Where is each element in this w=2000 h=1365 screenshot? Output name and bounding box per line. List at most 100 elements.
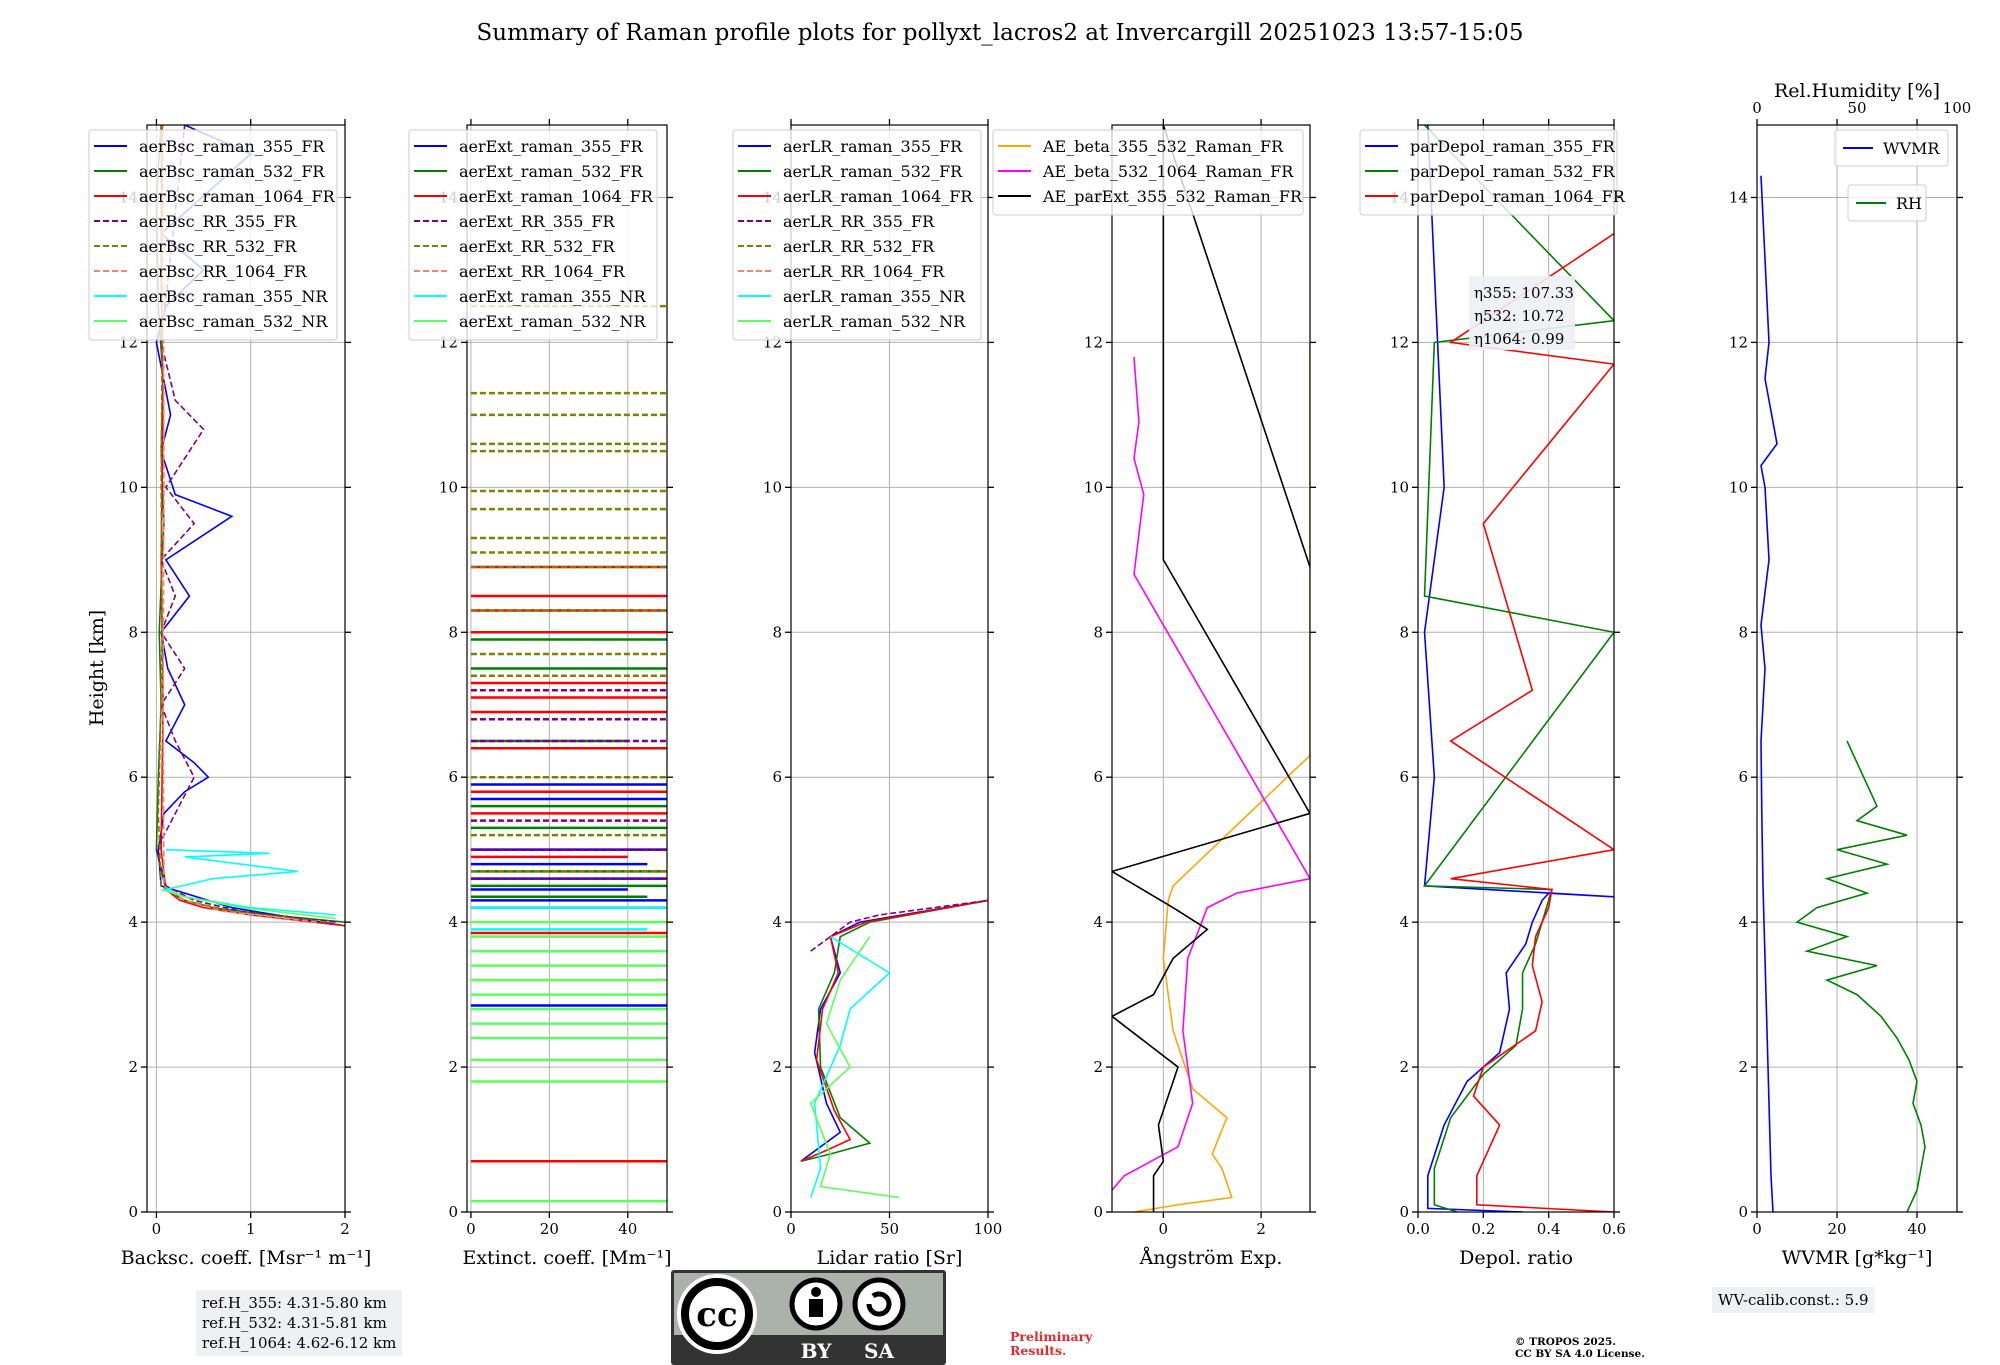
legend-label: aerBsc_RR_1064_FR: [139, 262, 308, 281]
legend-label: aerLR_RR_355_FR: [783, 212, 935, 231]
series-line-aerLR_RR_355_FR: [810, 899, 988, 952]
legend: WVMR RH: [1834, 129, 1949, 222]
legend-label: aerBsc_raman_355_NR: [139, 287, 328, 306]
series-line-aerBsc_RR_355_FR: [155, 125, 336, 923]
x-tick-label: 2: [1256, 1220, 1266, 1238]
ref-height-355: ref.H_355: 4.31-5.80 km: [202, 1294, 387, 1312]
annotation-line: η532: 10.72: [1474, 307, 1564, 325]
x-axis-label: Extinct. coeff. [Mm⁻¹]: [462, 1247, 671, 1269]
y-tick-label: 2: [772, 1058, 782, 1076]
y-tick-label: 2: [448, 1058, 458, 1076]
cc-by-sa-badge: cc BY SA: [671, 1270, 946, 1365]
legend-label: aerLR_RR_532_FR: [783, 237, 935, 256]
legend-label: parDepol_raman_532_FR: [1410, 162, 1616, 181]
x-tick-label: 0.2: [1471, 1220, 1495, 1238]
legend-label: parDepol_raman_355_FR: [1410, 137, 1616, 156]
x-tick-label: 100: [974, 1220, 1003, 1238]
legend-label: aerExt_raman_355_FR: [459, 137, 644, 156]
y-tick-label: 6: [1738, 768, 1748, 786]
y-tick-label: 0: [1399, 1203, 1409, 1221]
legend: aerBsc_raman_355_FR aerBsc_raman_532_FRae…: [88, 129, 338, 341]
series-line-AE_beta_532_1064_Raman_FR: [1112, 356, 1310, 1191]
y-tick-label: 10: [119, 478, 138, 496]
x-tick-label: 40: [1907, 1220, 1926, 1238]
legend-label: aerBsc_raman_532_FR: [139, 162, 325, 181]
series-line-aerBsc_raman_1064_FR: [160, 125, 345, 927]
legend: AE_beta_355_532_Raman_FR AE_beta_532_1064…: [992, 129, 1304, 216]
x2-axis-label: Rel.Humidity [%]: [1774, 80, 1940, 102]
y-tick-label: 8: [448, 623, 458, 641]
y-tick-label: 2: [1093, 1058, 1103, 1076]
share-alike-icon: [852, 1277, 906, 1331]
y-tick-label: 0: [128, 1203, 138, 1221]
legend-label: WVMR: [1883, 139, 1940, 158]
legend-box: [88, 129, 338, 341]
panel-lr: 05010002468101214Lidar ratio [Sr]aerLR_r…: [732, 119, 1003, 1269]
panel-ext: 0204002468101214Extinct. coeff. [Mm⁻¹]ae…: [408, 119, 673, 1269]
y-tick-label: 8: [1093, 623, 1103, 641]
series-line-parDepol_raman_1064_FR: [1448, 233, 1614, 1212]
y-tick-label: 10: [763, 478, 782, 496]
y-tick-label: 8: [1399, 623, 1409, 641]
y-tick-label: 10: [1729, 478, 1748, 496]
series-line-RH: [1795, 740, 1926, 1212]
y-tick-label: 0: [1093, 1203, 1103, 1221]
legend-box: [1834, 129, 1949, 167]
y-tick-label: 12: [1084, 333, 1103, 351]
y-tick-label: 10: [1084, 478, 1103, 496]
legend-label: AE_parExt_355_532_Raman_FR: [1042, 187, 1303, 206]
legend: aerLR_raman_355_FR aerLR_raman_532_FR aerL…: [732, 129, 982, 341]
y-tick-label: 8: [128, 623, 138, 641]
copyright-line-1: © TROPOS 2025.: [1515, 1336, 1617, 1348]
ref-height-1064: ref.H_1064: 4.62-6.12 km: [202, 1334, 397, 1352]
series-line-aerBsc_raman_532_NR: [160, 888, 336, 920]
y-tick-label: 0: [448, 1203, 458, 1221]
axes-frame: [1417, 124, 1615, 1213]
y-tick-label: 0: [772, 1203, 782, 1221]
axes-frame: [466, 124, 668, 1213]
x-tick-label: 0.4: [1537, 1220, 1561, 1238]
legend-label: aerLR_raman_532_NR: [783, 312, 966, 331]
copyright-line-2: CC BY SA 4.0 License.: [1515, 1348, 1645, 1360]
x-axis-label: Ångström Exp.: [1139, 1247, 1283, 1269]
x-axis-label: Depol. ratio: [1459, 1247, 1573, 1269]
y-tick-label: 6: [128, 768, 138, 786]
legend: parDepol_raman_355_FR parDepol_raman_532_…: [1359, 129, 1626, 216]
series-line-parDepol_raman_355_FR: [1423, 125, 1614, 1212]
legend-box: [732, 129, 982, 341]
plot-area: [1112, 125, 1310, 1212]
legend-label: aerBsc_raman_1064_FR: [139, 187, 336, 206]
y-tick-label: 4: [1093, 913, 1103, 931]
series-line-AE_parExt_355_532_Raman_FR: [1112, 125, 1310, 1212]
x-tick-label: 0: [466, 1220, 476, 1238]
y-tick-label: 10: [1390, 478, 1409, 496]
legend-label: aerBsc_RR_532_FR: [139, 237, 297, 256]
x-axis-label: Backsc. coeff. [Msr⁻¹ m⁻¹]: [121, 1247, 372, 1269]
legend-label: RH: [1896, 194, 1922, 213]
figure-title: Summary of Raman profile plots for polly…: [476, 20, 1524, 46]
series-line-aerBsc_RR_1064_FR: [162, 125, 317, 923]
x-tick-label: 0: [1159, 1220, 1169, 1238]
x2-tick-label: 100: [1943, 99, 1972, 117]
legend-label: aerExt_raman_355_NR: [459, 287, 647, 306]
legend-label: aerLR_raman_1064_FR: [783, 187, 973, 206]
preliminary-results-note: Preliminary Results.: [1010, 1330, 1092, 1358]
x-tick-label: 0.6: [1602, 1220, 1626, 1238]
x-axis-label: Lidar ratio [Sr]: [817, 1247, 963, 1269]
y-tick-label: 2: [1738, 1058, 1748, 1076]
cc-text: cc: [696, 1295, 737, 1335]
legend-label: aerExt_RR_355_FR: [459, 212, 616, 231]
by-label: BY: [801, 1339, 833, 1363]
series-line-AE_beta_355_532_Raman_FR: [1133, 342, 1310, 1212]
x-tick-label: 20: [540, 1220, 559, 1238]
series-line-aerLR_raman_532_FR: [800, 899, 988, 1163]
preliminary-line-2: Results.: [1010, 1343, 1067, 1358]
legend-label: aerLR_RR_1064_FR: [783, 262, 945, 281]
series-line-aerLR_raman_355_NR: [809, 935, 891, 1198]
x-tick-label: 1: [246, 1220, 256, 1238]
legend-label: aerExt_RR_532_FR: [459, 237, 616, 256]
y-tick-label: 10: [439, 478, 458, 496]
legend-label: aerExt_raman_1064_FR: [459, 187, 654, 206]
legend-label: aerBsc_RR_355_FR: [139, 212, 297, 231]
legend-label: aerBsc_raman_355_FR: [139, 137, 325, 156]
